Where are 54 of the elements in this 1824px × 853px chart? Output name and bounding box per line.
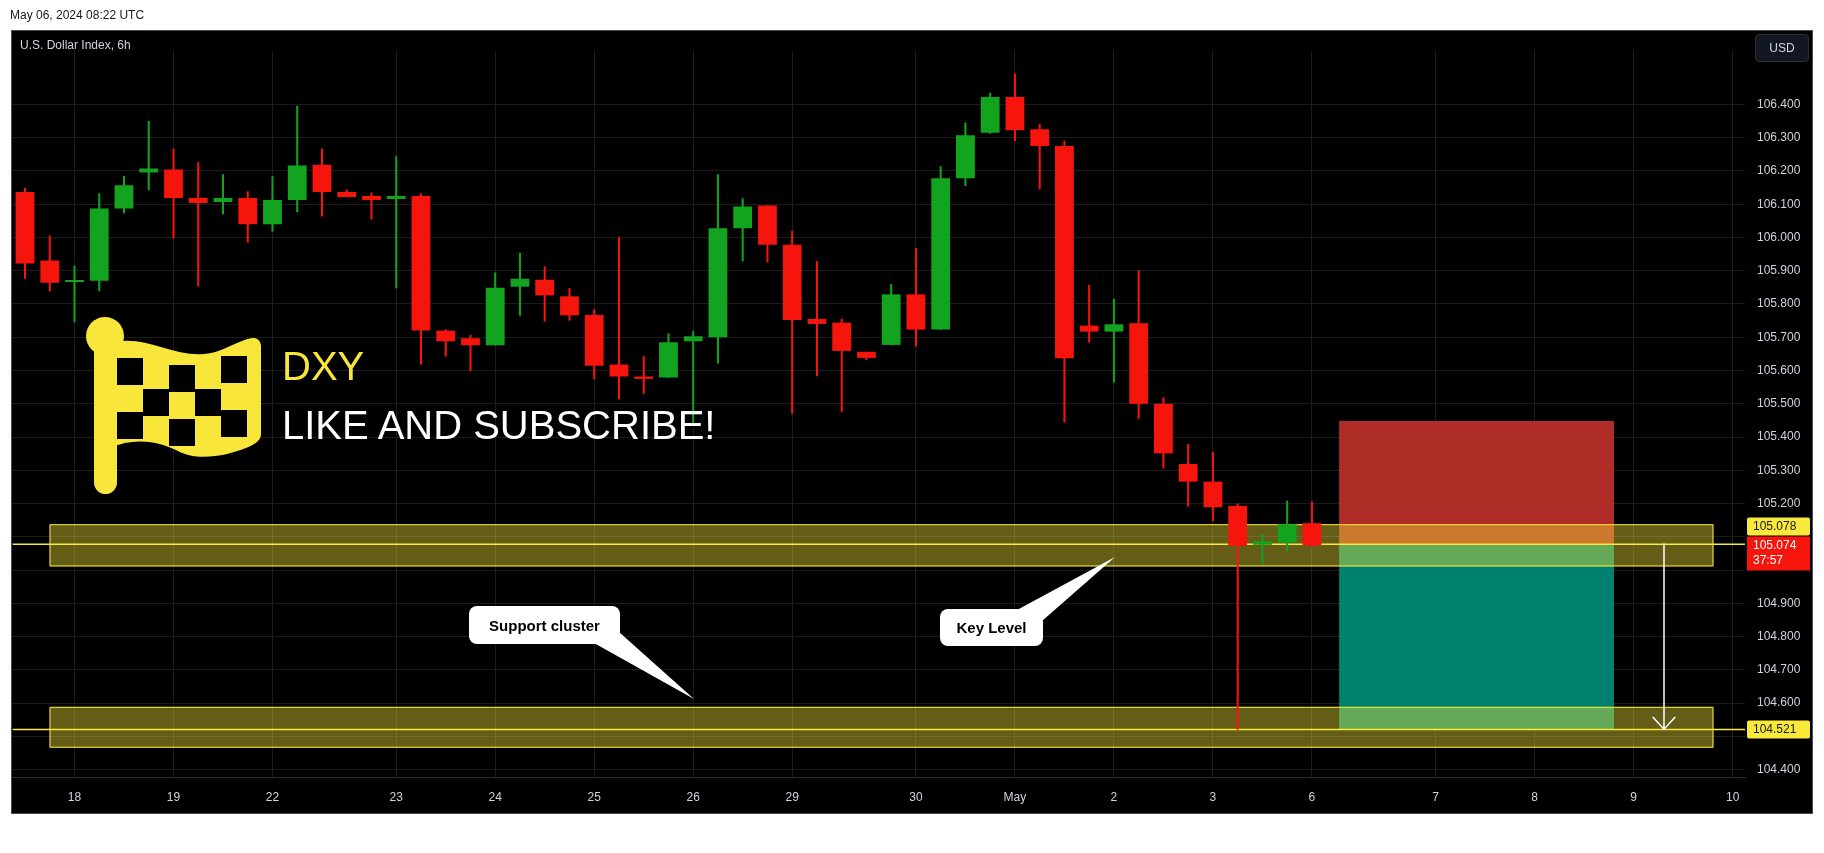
x-tick-label: 9 xyxy=(1630,789,1638,804)
annotation: Key Level xyxy=(956,619,1027,636)
y-tick-label: 106.200 xyxy=(1757,163,1801,178)
candlestick xyxy=(386,156,406,289)
y-tick-label: 104.900 xyxy=(1757,595,1801,610)
x-tick-label: 2 xyxy=(1110,789,1118,804)
annotation: LIKE AND SUBSCRIBE! xyxy=(282,403,716,447)
y-tick-label: 105.200 xyxy=(1757,495,1801,510)
candlestick xyxy=(188,162,208,287)
x-tick-label: 22 xyxy=(265,789,280,804)
y-tick-label: 104.700 xyxy=(1757,662,1801,677)
x-tick-label: 3 xyxy=(1209,789,1217,804)
y-tick-label: 105.900 xyxy=(1757,263,1801,278)
y-tick-label: 105.400 xyxy=(1757,429,1801,444)
candlestick xyxy=(65,265,84,323)
candlestick xyxy=(609,237,629,400)
ref-line-label: 104.521 xyxy=(1753,722,1797,737)
y-tick-label: 105.600 xyxy=(1757,362,1801,377)
x-tick-label: 23 xyxy=(389,789,404,804)
text: 37:57 xyxy=(1753,552,1784,567)
x-tick-label: 19 xyxy=(166,789,181,804)
annotation: DXY xyxy=(282,344,365,388)
y-tick-label: 104.600 xyxy=(1757,695,1801,710)
x-tick-label: 6 xyxy=(1308,789,1316,804)
x-tick-label: 30 xyxy=(909,789,923,804)
x-tick-label: 29 xyxy=(785,789,800,804)
y-tick-label: 105.800 xyxy=(1757,296,1801,311)
y-tick-label: 106.100 xyxy=(1757,196,1801,211)
x-tick-label: 10 xyxy=(1725,789,1740,804)
x-tick-label: 24 xyxy=(488,789,503,804)
x-tick-label: 8 xyxy=(1531,789,1539,804)
y-axis-title: USD xyxy=(1755,34,1809,62)
text: May 06, 2024 08:22 UTC xyxy=(10,8,145,22)
candlestick xyxy=(164,148,183,239)
y-tick-label: 104.800 xyxy=(1757,628,1801,643)
y-tick-label: 105.500 xyxy=(1757,396,1801,411)
x-tick-label: 25 xyxy=(587,789,602,804)
y-tick-label: 106.300 xyxy=(1757,129,1801,144)
x-tick-label: 7 xyxy=(1432,789,1440,804)
chart-title: U.S. Dollar Index, 6h xyxy=(20,38,131,52)
annotation: Support cluster xyxy=(489,616,600,634)
y-tick-label: 106.000 xyxy=(1757,229,1801,244)
ref-line-label: 105.078 xyxy=(1753,519,1797,534)
candlestick xyxy=(362,192,381,220)
y-tick-label: 106.400 xyxy=(1757,96,1801,111)
text: 105.074 xyxy=(1753,537,1797,552)
y-tick-label: 105.700 xyxy=(1757,329,1801,344)
candlestick xyxy=(807,261,827,377)
y-tick-label: 104.400 xyxy=(1757,761,1801,776)
x-tick-label: May xyxy=(1003,789,1027,804)
y-tick-label: 105.300 xyxy=(1757,462,1801,477)
x-tick-label: 26 xyxy=(686,789,701,804)
x-tick-label: 18 xyxy=(67,789,82,804)
candlestick xyxy=(139,121,159,190)
